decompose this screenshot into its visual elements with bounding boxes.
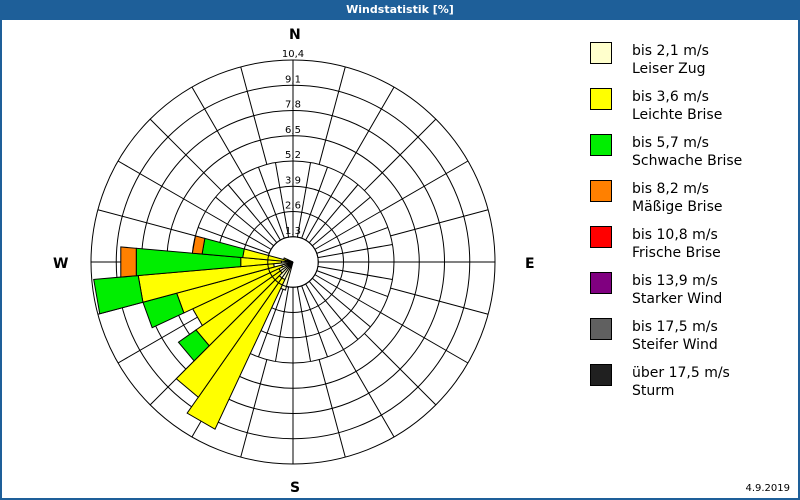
legend-name: Frische Brise <box>632 245 721 261</box>
legend-name: Mäßige Brise <box>632 199 723 215</box>
legend-swatch <box>590 318 612 340</box>
sector-band <box>120 246 137 278</box>
sector-band <box>93 275 144 315</box>
sector-band <box>282 257 289 262</box>
wind-rose-chart: 1,3 2,6 3,9 5,2 6,5 7,8 9,1 10,4 <box>90 49 496 465</box>
scale-label: 6,5 <box>285 125 301 136</box>
sector-band <box>191 235 206 255</box>
sector-band <box>186 277 286 430</box>
legend-name: Steifer Wind <box>632 337 718 353</box>
legend-swatch <box>590 226 612 248</box>
legend-name: Sturm <box>632 383 675 399</box>
sector-band <box>177 329 210 362</box>
date-label: 4.9.2019 <box>745 483 790 494</box>
legend-label: bis 3,6 m/s Leichte Brise <box>632 88 722 124</box>
legend-range: bis 5,7 m/s <box>632 135 709 151</box>
legend-swatch <box>590 134 612 156</box>
compass-south-label: S <box>290 480 301 496</box>
legend-swatch <box>590 42 612 64</box>
legend-range: bis 3,6 m/s <box>632 89 709 105</box>
legend-label: bis 8,2 m/s Mäßige Brise <box>632 180 722 216</box>
scale-label: 9,1 <box>285 74 301 85</box>
legend-name: Starker Wind <box>632 291 723 307</box>
sector-band <box>201 237 245 259</box>
legend-range: über 17,5 m/s <box>632 365 730 381</box>
legend-label: bis 10,8 m/s Frische Brise <box>632 226 721 262</box>
scale-label: 3,9 <box>285 175 301 186</box>
wind-sectors <box>93 235 294 430</box>
legend-label: bis 5,7 m/s Schwache Brise <box>632 134 742 170</box>
scale-label: 5,2 <box>285 150 301 161</box>
legend-swatch <box>590 272 612 294</box>
legend-range: bis 17,5 m/s <box>632 319 718 335</box>
legend-label: bis 17,5 m/s Steifer Wind <box>632 318 718 354</box>
legend-name: Schwache Brise <box>632 153 743 169</box>
legend-name: Leichte Brise <box>632 107 723 123</box>
scale-labels: 1,3 2,6 3,9 5,2 6,5 7,8 9,1 10,4 <box>282 49 304 237</box>
legend-swatch <box>590 88 612 110</box>
legend-name: Leiser Zug <box>632 61 706 77</box>
scale-label: 1,3 <box>285 226 301 237</box>
legend-range: bis 13,9 m/s <box>632 273 718 289</box>
legend-swatch <box>590 364 612 386</box>
legend-label: über 17,5 m/s Sturm <box>632 364 730 400</box>
scale-label: 10,4 <box>282 49 304 60</box>
legend-range: bis 10,8 m/s <box>632 227 718 243</box>
legend-label: bis 13,9 m/s Starker Wind <box>632 272 722 308</box>
legend-swatch <box>590 180 612 202</box>
compass-west-label: W <box>53 256 69 272</box>
sector-band <box>175 275 283 398</box>
scale-label: 7,8 <box>285 100 301 111</box>
legend-range: bis 2,1 m/s <box>632 43 709 59</box>
compass-north-label: N <box>289 27 301 43</box>
legend-label: bis 2,1 m/s Leiser Zug <box>632 42 709 78</box>
compass-east-label: E <box>525 256 535 272</box>
scale-label: 2,6 <box>285 201 301 212</box>
window-title: Windstatistik [%] <box>0 0 800 20</box>
legend-range: bis 8,2 m/s <box>632 181 709 197</box>
